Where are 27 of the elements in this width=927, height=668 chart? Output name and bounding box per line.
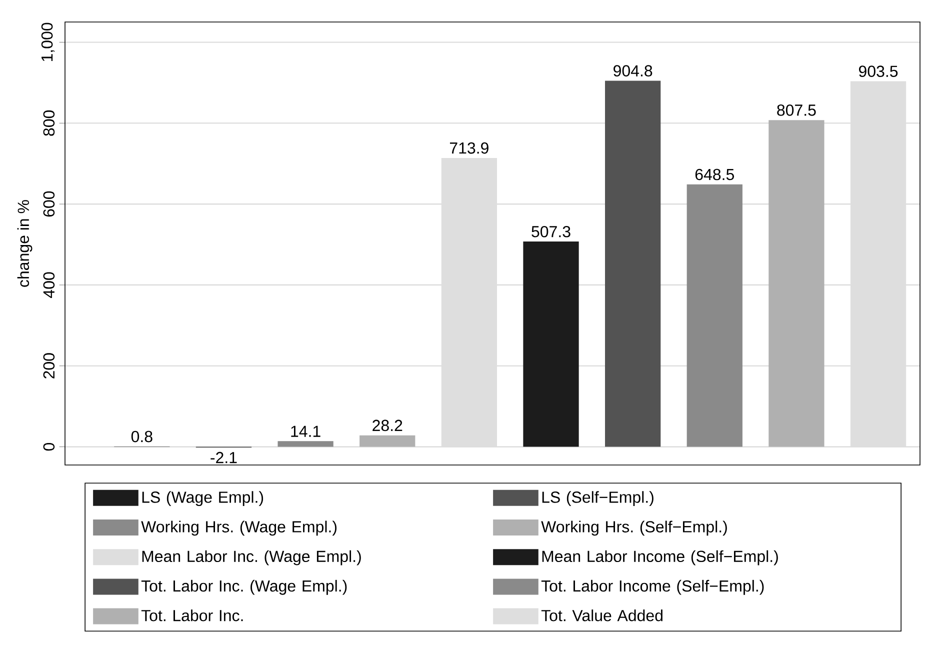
y-tick-label: 1,000 xyxy=(41,22,55,62)
legend-label: Tot. Labor Income (Self−Empl.) xyxy=(541,580,764,595)
data-label: 807.5 xyxy=(777,104,816,116)
legend-label: Tot. Labor Inc. (Wage Empl.) xyxy=(141,580,347,595)
y-tick-label: 0 xyxy=(43,442,55,451)
y-tick-label: 800 xyxy=(43,110,55,136)
data-label: 713.9 xyxy=(450,142,488,154)
legend-label: Mean Labor Inc. (Wage Empl.) xyxy=(142,550,361,566)
legend-label: Working Hrs. (Self−Empl.) xyxy=(541,520,727,536)
data-label: 904.8 xyxy=(614,65,652,76)
y-tick-label: 600 xyxy=(43,191,55,217)
legend-label: LS (Self−Empl.) xyxy=(542,491,654,506)
data-label: 903.5 xyxy=(859,66,898,77)
data-label: 648.5 xyxy=(695,168,734,180)
legend-label: Working Hrs. (Wage Empl.) xyxy=(141,520,337,536)
y-axis-title: change in % xyxy=(17,200,32,287)
data-label: 0.8 xyxy=(131,430,152,442)
legend-label: Tot. Value Added xyxy=(541,610,662,622)
data-label: 507.3 xyxy=(532,226,570,238)
legend-label: Tot. Labor Inc. xyxy=(141,610,243,622)
data-label: 14.1 xyxy=(291,426,320,437)
y-tick-label: 200 xyxy=(43,353,55,378)
data-label: 28.2 xyxy=(372,420,402,432)
legend-label: Mean Labor Income (Self−Empl.) xyxy=(542,550,778,566)
y-tick-label: 400 xyxy=(43,272,55,298)
data-label: -2.1 xyxy=(210,452,237,464)
legend-label: LS (Wage Empl.) xyxy=(142,491,264,506)
